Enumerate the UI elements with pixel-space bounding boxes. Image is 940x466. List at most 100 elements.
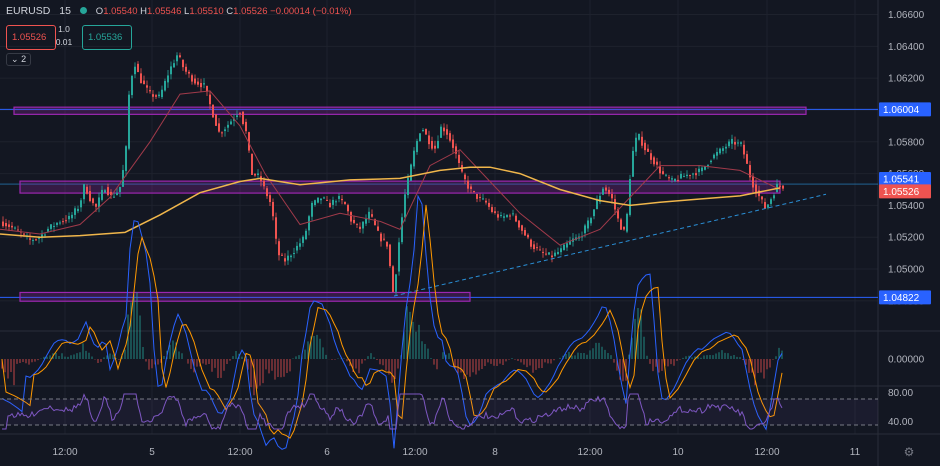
rsi-axis-label-upper: 80.00 [888, 388, 913, 399]
price-badge [879, 171, 931, 186]
candle-body [680, 173, 682, 179]
candle-body [521, 225, 523, 231]
macd-line [1, 194, 783, 450]
interval-label[interactable]: 15 [59, 5, 71, 17]
indicators-collapse-button[interactable]: ⌄ 2 [6, 53, 32, 66]
candle-body [134, 66, 136, 75]
candle-body [167, 75, 169, 83]
candle-body [656, 161, 658, 165]
price-badge-label: 1.04822 [883, 293, 920, 304]
candle-body [236, 115, 238, 117]
candle-body [368, 211, 370, 219]
candle-body [515, 215, 517, 222]
candle-body [209, 94, 211, 105]
candle-body [560, 248, 562, 253]
candle-body [305, 230, 307, 240]
candle-body [179, 55, 181, 58]
time-axis-label: 10 [672, 447, 684, 458]
candle-body [110, 191, 112, 196]
candle-body [491, 207, 493, 212]
candle-body [482, 198, 484, 200]
lot-size[interactable]: 1.0 [58, 24, 70, 34]
candle-body [719, 148, 721, 154]
candle-body [38, 237, 40, 239]
candle-body [170, 66, 172, 75]
time-axis-label: 12:00 [754, 447, 779, 458]
candle-body [530, 239, 532, 247]
candle-body [533, 244, 535, 250]
candle-body [14, 227, 16, 229]
candle-body [95, 203, 97, 207]
candle-body [143, 80, 145, 85]
candle-body [557, 251, 559, 255]
candle-body [248, 132, 250, 151]
candle-body [599, 195, 601, 202]
candle-body [80, 200, 82, 208]
candle-body [185, 66, 187, 72]
candle-body [773, 195, 775, 199]
sell-button[interactable]: 1.05526 [6, 25, 56, 50]
candle-body [119, 186, 121, 192]
candle-body [761, 196, 763, 200]
candle-body [389, 244, 391, 266]
time-axis-label: 12:00 [52, 447, 77, 458]
candle-body [29, 238, 31, 240]
candle-body [71, 214, 73, 219]
candle-body [74, 208, 76, 215]
candle-body [314, 200, 316, 205]
time-axis-label: 12:00 [577, 447, 602, 458]
high-value: 1.05546 [147, 6, 182, 17]
candle-body [500, 215, 502, 217]
candle-body [149, 90, 151, 92]
candle-body [707, 164, 709, 166]
candle-body [296, 245, 298, 251]
candle-body [254, 173, 256, 176]
candle-body [587, 220, 589, 229]
candle-body [524, 230, 526, 236]
price-axis-tick: 1.06400 [888, 42, 925, 53]
candle-body [365, 218, 367, 224]
candle-body [329, 202, 331, 208]
candle-body [23, 233, 25, 235]
candle-body [551, 255, 553, 258]
candle-body [323, 197, 325, 199]
price-badge-label: 1.06004 [883, 105, 920, 116]
price-axis-tick: 1.05000 [888, 265, 925, 276]
candle-body [176, 55, 178, 62]
candle-body [410, 164, 412, 181]
buy-button[interactable]: 1.05536 [82, 25, 132, 50]
candle-body [671, 178, 673, 180]
spread-value: 0.01 [55, 37, 73, 47]
candle-body [5, 222, 7, 227]
candle-body [782, 185, 784, 189]
candle-body [395, 274, 397, 292]
candle-body [740, 142, 742, 144]
candle-body [596, 200, 598, 209]
candle-body [65, 220, 67, 222]
candle-body [86, 186, 88, 194]
candle-body [356, 223, 358, 225]
candle-body [689, 175, 691, 177]
candle-body [749, 165, 751, 178]
symbol-name[interactable]: EURUSD [6, 5, 51, 17]
chevron-down-icon: ⌄ [11, 54, 19, 64]
candle-body [173, 63, 175, 68]
candle-body [8, 224, 10, 227]
candle-body [404, 194, 406, 218]
candle-body [758, 190, 760, 197]
candle-body [470, 186, 472, 189]
candle-body [146, 85, 148, 88]
candle-body [11, 225, 13, 228]
candle-body [332, 199, 334, 205]
candle-body [212, 104, 214, 118]
candle-body [476, 193, 478, 199]
candle-body [341, 198, 343, 201]
candle-body [716, 151, 718, 156]
candle-body [590, 218, 592, 224]
price-axis-tick: 1.05200 [888, 233, 925, 244]
candle-body [278, 241, 280, 256]
candle-body [536, 247, 538, 249]
candle-body [89, 191, 91, 202]
